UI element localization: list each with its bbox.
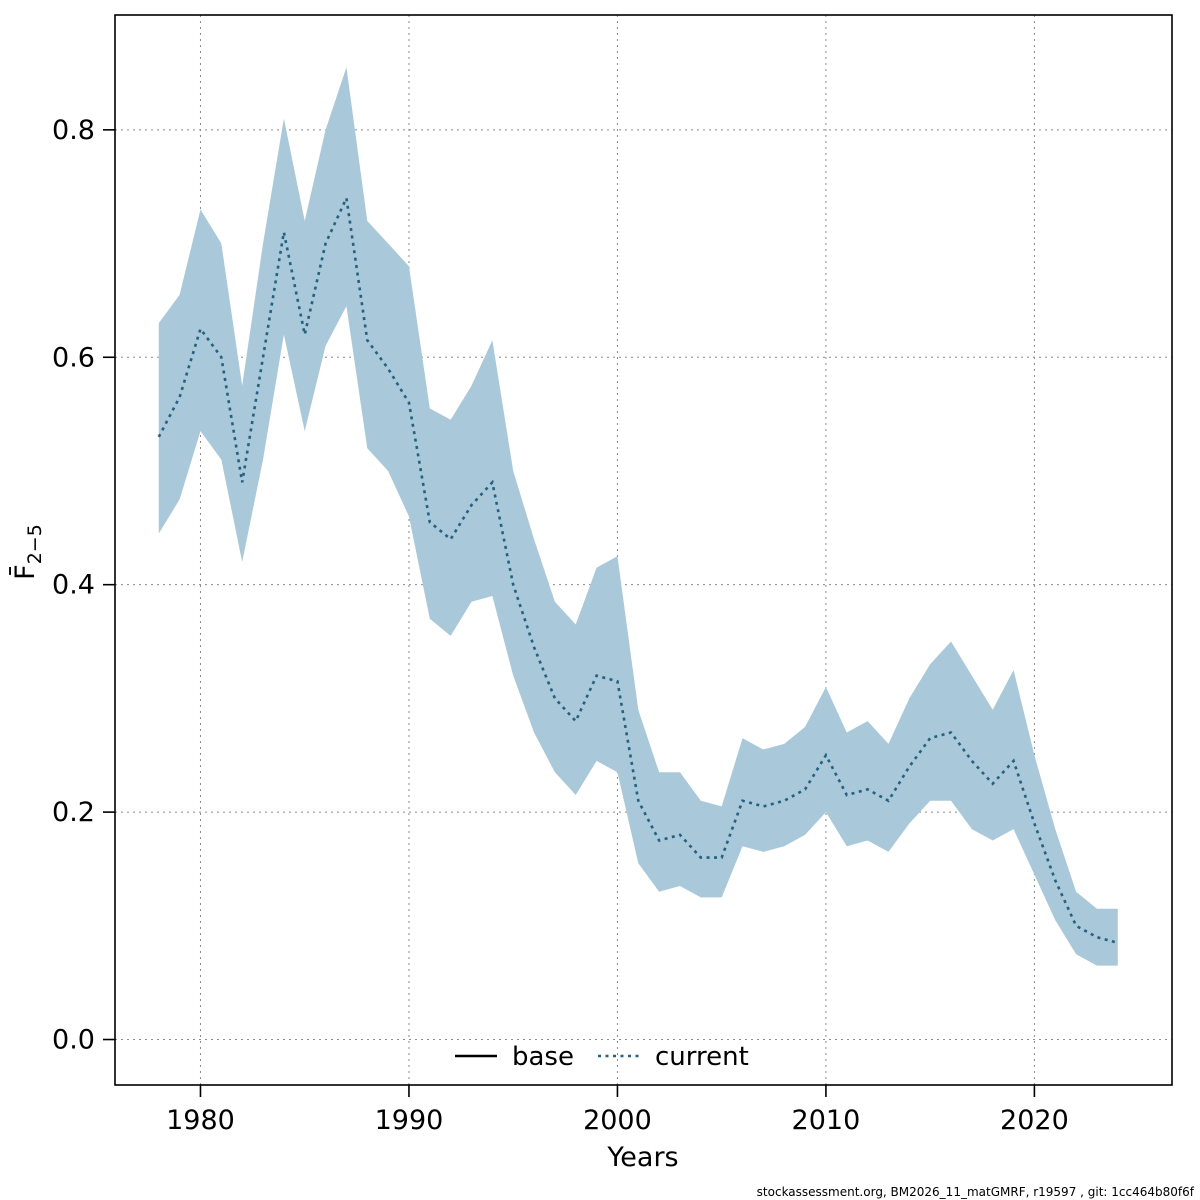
current-line bbox=[157, 193, 1119, 945]
x-tick-label: 1990 bbox=[375, 1105, 444, 1136]
legend: base current bbox=[455, 1042, 749, 1072]
x-tick-label: 1980 bbox=[166, 1105, 235, 1136]
x-axis: 1980 1990 2000 2010 2020 bbox=[166, 1085, 1069, 1136]
y-tick-label: 0.6 bbox=[52, 342, 95, 373]
y-tick-label: 0.0 bbox=[52, 1025, 95, 1056]
plot-area bbox=[115, 15, 1172, 1085]
x-axis-title: Years bbox=[606, 1142, 678, 1173]
confidence-band bbox=[158, 67, 1118, 966]
y-axis-title-subscript: 2−5 bbox=[24, 524, 46, 564]
y-tick-label: 0.2 bbox=[52, 797, 95, 828]
legend-current-label: current bbox=[655, 1042, 749, 1072]
plot-border bbox=[114, 14, 1173, 1086]
footer-caption: stockassessment.org, BM2026_11_matGMRF, … bbox=[757, 1185, 1195, 1199]
x-tick-label: 2010 bbox=[792, 1105, 861, 1136]
y-tick-label: 0.4 bbox=[52, 570, 95, 601]
y-axis-title: F̄2−5 bbox=[9, 524, 46, 580]
y-axis-title-main: F̄ bbox=[9, 564, 41, 580]
y-tick-label: 0.8 bbox=[52, 115, 95, 146]
legend-base-label: base bbox=[512, 1042, 574, 1072]
x-tick-label: 2020 bbox=[1000, 1105, 1069, 1136]
x-tick-label: 2000 bbox=[583, 1105, 652, 1136]
y-axis: 0.0 0.2 0.4 0.6 0.8 bbox=[52, 115, 115, 1056]
